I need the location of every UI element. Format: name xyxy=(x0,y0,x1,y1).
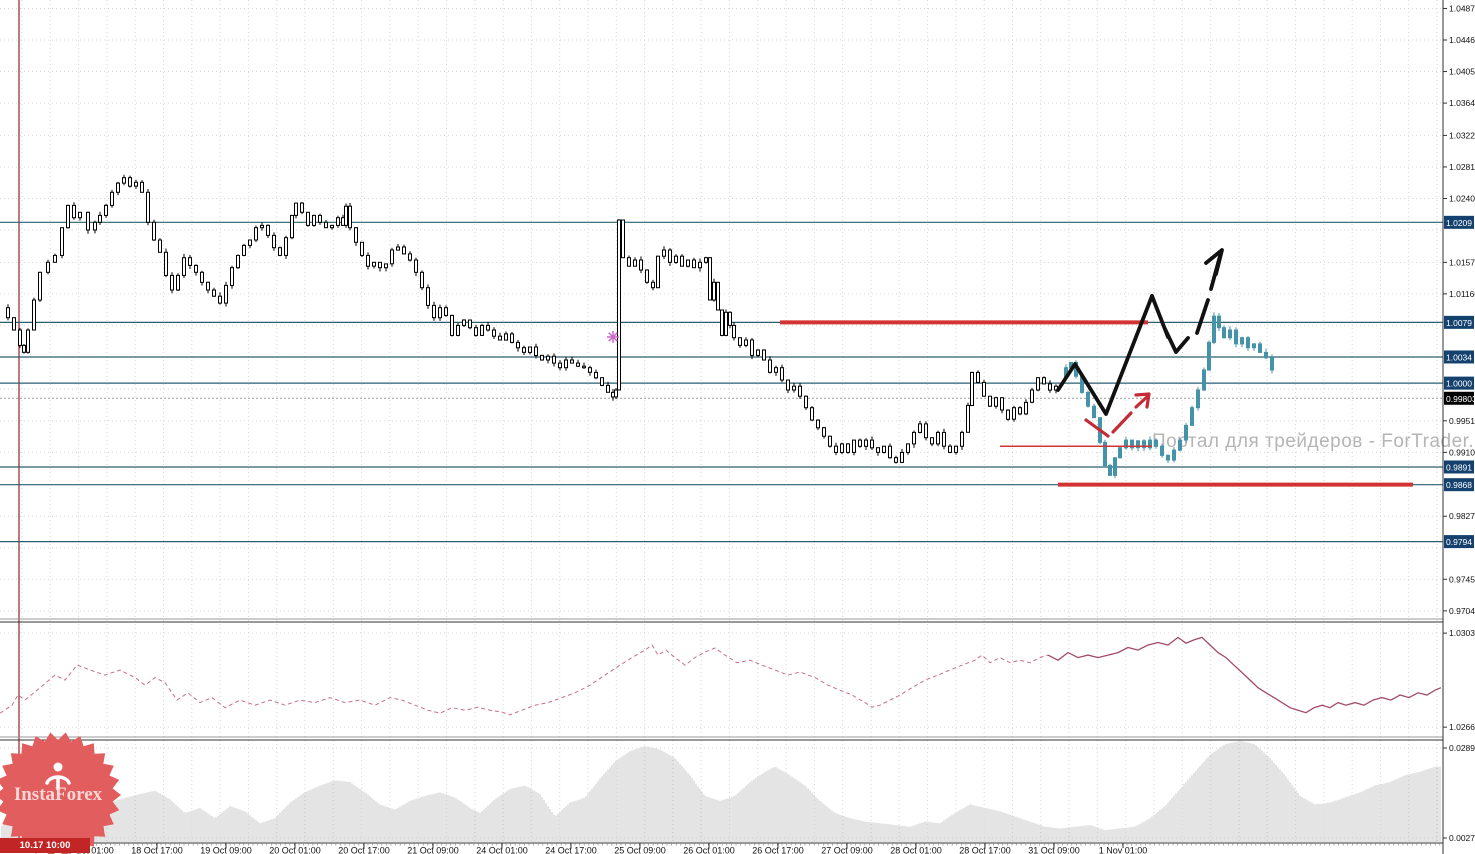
svg-text:19 Oct 09:00: 19 Oct 09:00 xyxy=(200,846,252,854)
price-scale-labels: 1.04870 1.04460 1.04050 1.03640 1.03220 1.028… xyxy=(1443,3,1475,843)
svg-text:27 Oct 09:00: 27 Oct 09:00 xyxy=(821,846,873,854)
svg-text:31 Oct 09:00: 31 Oct 09:00 xyxy=(1028,846,1080,854)
svg-text:1.03640: 1.03640 xyxy=(1449,98,1475,108)
svg-text:1 Nov 01:00: 1 Nov 01:00 xyxy=(1099,846,1148,854)
svg-text:0.97040: 0.97040 xyxy=(1449,606,1475,616)
svg-text:0.02892: 0.02892 xyxy=(1449,743,1475,753)
red-level-segments xyxy=(780,320,1413,487)
star-marker-icon xyxy=(607,330,619,343)
black-projection-arrows xyxy=(1056,248,1224,416)
svg-text:1.02810: 1.02810 xyxy=(1449,162,1475,172)
candles-history xyxy=(6,174,1058,464)
instaforex-badge-icon xyxy=(0,732,121,854)
svg-text:Портал для трейдеров - ForTrad: Портал для трейдеров - ForTrader.ru xyxy=(1152,431,1475,452)
svg-text:1.02666: 1.02666 xyxy=(1449,722,1475,732)
svg-text:0.9868: 0.9868 xyxy=(1446,480,1472,490)
svg-text:1.04870: 1.04870 xyxy=(1449,3,1475,13)
svg-text:0.9891: 0.9891 xyxy=(1446,462,1472,472)
instaforex-logo: InstaForex xyxy=(0,731,122,854)
svg-text:1.04050: 1.04050 xyxy=(1449,67,1475,77)
svg-text:18 Oct 17:00: 18 Oct 17:00 xyxy=(131,846,183,854)
svg-text:1.02400: 1.02400 xyxy=(1449,193,1475,203)
svg-text:20 Oct 01:00: 20 Oct 01:00 xyxy=(269,846,321,854)
svg-text:1.0209: 1.0209 xyxy=(1446,218,1472,228)
svg-text:1.03038: 1.03038 xyxy=(1449,628,1475,638)
svg-text:1.0034: 1.0034 xyxy=(1446,352,1472,362)
svg-text:1.03220: 1.03220 xyxy=(1449,130,1475,140)
svg-text:28 Oct 01:00: 28 Oct 01:00 xyxy=(890,846,942,854)
price-scale[interactable] xyxy=(1443,0,1475,843)
svg-text:25 Oct 09:00: 25 Oct 09:00 xyxy=(614,846,666,854)
instaforex-logo-text: InstaForex xyxy=(13,784,103,805)
svg-text:24 Oct 17:00: 24 Oct 17:00 xyxy=(545,846,597,854)
svg-text:26 Oct 01:00: 26 Oct 01:00 xyxy=(683,846,735,854)
svg-text:1.01570: 1.01570 xyxy=(1449,257,1475,267)
candles-recent xyxy=(1064,312,1274,479)
svg-text:20 Oct 17:00: 20 Oct 17:00 xyxy=(338,846,390,854)
svg-text:0.99803: 0.99803 xyxy=(1446,394,1475,404)
svg-text:0.9794: 0.9794 xyxy=(1446,537,1472,547)
watermark: Портал для трейдеров - ForTrader.ru xyxy=(1152,431,1475,452)
panel-separators xyxy=(0,0,1444,854)
period-marker-box: 10.17 10:00 xyxy=(0,838,90,853)
red-projection-arrows xyxy=(1084,392,1151,438)
indicator-line xyxy=(0,636,1442,716)
svg-text:1.04460: 1.04460 xyxy=(1449,35,1475,45)
svg-text:1.0000: 1.0000 xyxy=(1446,379,1472,389)
svg-text:28 Oct 17:00: 28 Oct 17:00 xyxy=(959,846,1011,854)
support-resistance-lines xyxy=(0,221,1443,543)
svg-text:26 Oct 17:00: 26 Oct 17:00 xyxy=(752,846,804,854)
time-scale[interactable] xyxy=(0,843,1443,854)
svg-text:21 Oct 09:00: 21 Oct 09:00 xyxy=(407,846,459,854)
grid-lines xyxy=(0,0,1443,843)
svg-text:24 Oct 01:00: 24 Oct 01:00 xyxy=(476,846,528,854)
volume-histogram xyxy=(1,740,1441,842)
svg-text:1.0079: 1.0079 xyxy=(1446,318,1472,328)
